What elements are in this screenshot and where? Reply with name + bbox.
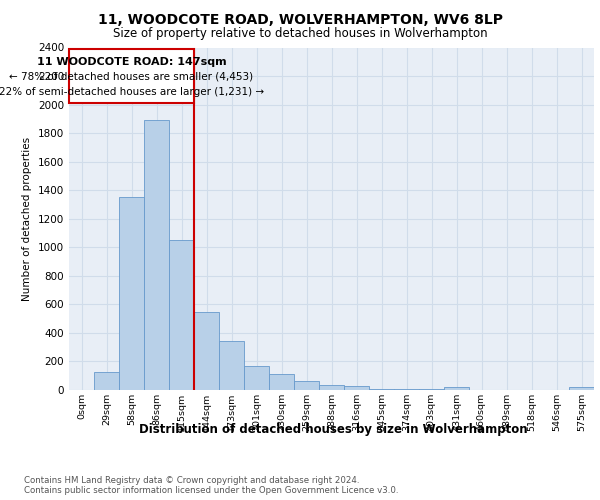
Bar: [194, 312, 219, 390]
Bar: [119, 198, 144, 390]
Bar: [394, 389, 419, 390]
Bar: [369, 388, 394, 390]
Bar: [219, 342, 244, 390]
Bar: [94, 372, 119, 390]
Bar: [569, 387, 594, 390]
Y-axis label: Number of detached properties: Number of detached properties: [22, 136, 32, 301]
Bar: [344, 386, 369, 390]
FancyBboxPatch shape: [69, 49, 194, 103]
Text: Size of property relative to detached houses in Wolverhampton: Size of property relative to detached ho…: [113, 28, 487, 40]
Bar: [269, 374, 294, 390]
Text: Distribution of detached houses by size in Wolverhampton: Distribution of detached houses by size …: [139, 422, 527, 436]
Bar: [444, 387, 469, 390]
Bar: [294, 382, 319, 390]
Bar: [319, 385, 344, 390]
Text: 22% of semi-detached houses are larger (1,231) →: 22% of semi-detached houses are larger (…: [0, 86, 264, 97]
Bar: [244, 366, 269, 390]
Bar: [144, 120, 169, 390]
Text: 11 WOODCOTE ROAD: 147sqm: 11 WOODCOTE ROAD: 147sqm: [37, 57, 226, 67]
Text: 11, WOODCOTE ROAD, WOLVERHAMPTON, WV6 8LP: 11, WOODCOTE ROAD, WOLVERHAMPTON, WV6 8L…: [97, 12, 503, 26]
Bar: [169, 240, 194, 390]
Text: Contains HM Land Registry data © Crown copyright and database right 2024.
Contai: Contains HM Land Registry data © Crown c…: [24, 476, 398, 495]
Text: ← 78% of detached houses are smaller (4,453): ← 78% of detached houses are smaller (4,…: [10, 72, 254, 82]
